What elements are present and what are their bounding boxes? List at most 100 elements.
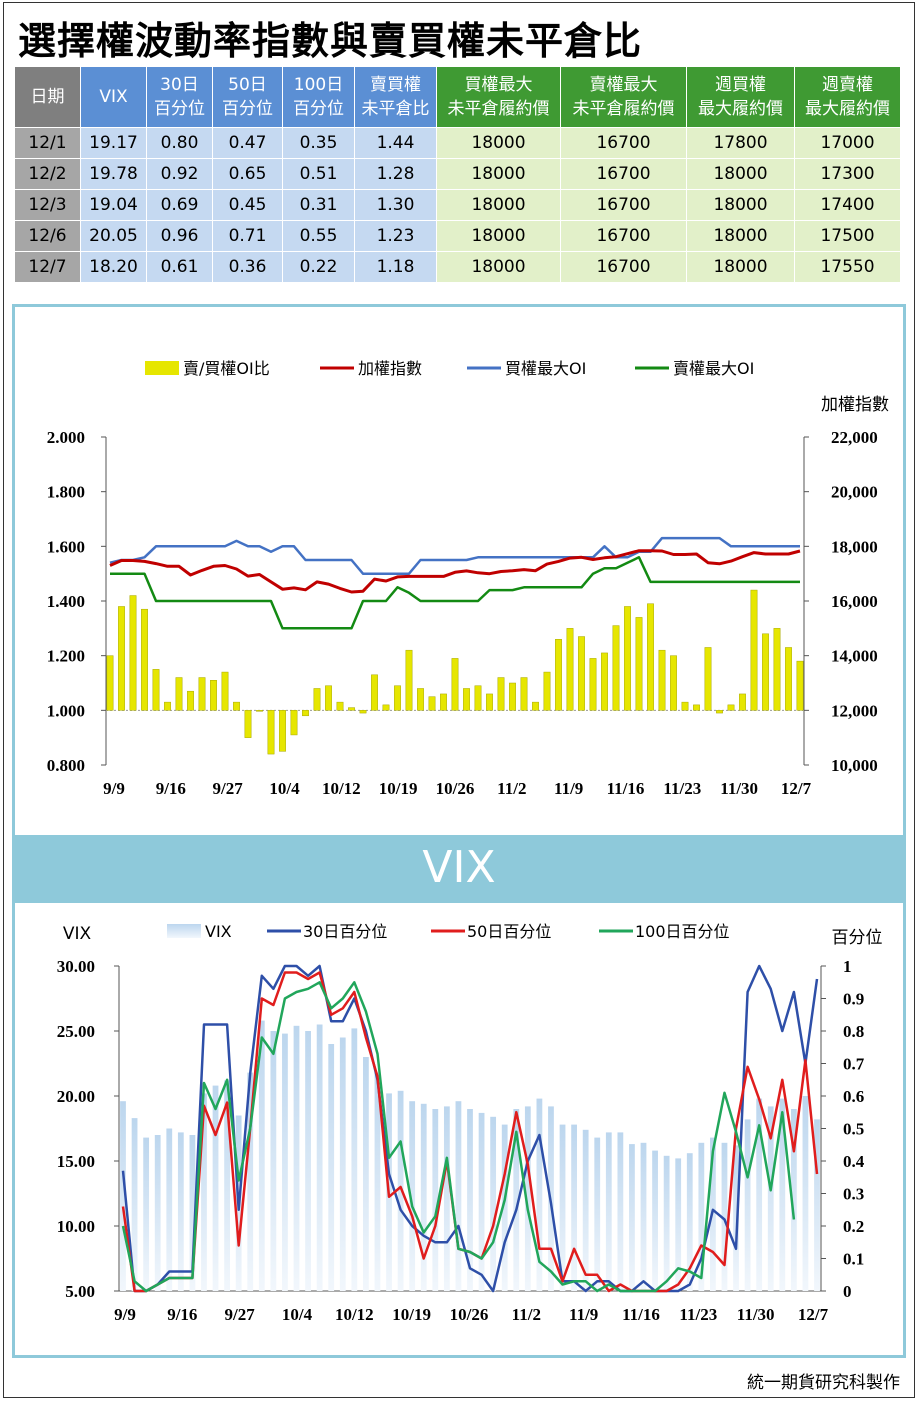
x-tick-label: 11/30 [737, 1305, 775, 1324]
left-tick-label: 1.000 [47, 701, 85, 720]
oi-ratio-bar [555, 639, 562, 711]
oi-ratio-bar [118, 606, 125, 711]
oi-ratio-bar [152, 669, 160, 711]
table-cell: 17300 [794, 158, 901, 190]
vix-bar [582, 1129, 589, 1291]
vix-bar [663, 1155, 670, 1291]
vix-bar [443, 1106, 450, 1291]
oi-ratio-bar [520, 677, 528, 711]
oi-ratio-bar [543, 671, 551, 711]
vix-bar [802, 1096, 809, 1291]
oi-ratio-bar [141, 608, 148, 711]
right-tick-label: 18,000 [831, 537, 878, 556]
table-cell: 12/6 [14, 220, 81, 252]
table-header-line: 最大履約價 [805, 99, 890, 119]
oi-ratio-chart: 賣/買權OI比 加權指數 買權最大OI 賣權最大OI加權指數2.0001.8001.6… [47, 359, 889, 798]
oi-ratio-bar [681, 701, 689, 711]
legend-swatch-vix [167, 924, 201, 938]
vix-bar [316, 1024, 323, 1291]
vix-bar [559, 1124, 566, 1291]
table-header-line: 賣買權 [370, 75, 421, 95]
x-tick-label: 10/19 [379, 779, 418, 798]
oi-ratio-bar [716, 710, 723, 714]
x-tick-label: 10/19 [392, 1305, 431, 1324]
oi-ratio-bar [348, 707, 355, 711]
outer-frame [3, 2, 915, 1398]
table-body: 12/1 19.17 0.80 0.47 0.35 1.44 18000 16700 17800… [14, 127, 901, 283]
vix-bar [779, 1098, 786, 1291]
table-cell: 0.80 [146, 127, 213, 159]
oi-ratio-bar [773, 628, 781, 711]
left-tick-label: 15.00 [57, 1152, 95, 1171]
left-tick-label: 1.800 [47, 483, 85, 502]
oi-ratio-bar [302, 710, 309, 717]
vix-bar [640, 1142, 647, 1291]
left-tick-label: 5.00 [65, 1282, 95, 1301]
table-header-line: 賣權最大 [589, 75, 658, 95]
oi-ratio-bar [428, 696, 436, 711]
table-cell: 19.17 [80, 127, 147, 159]
x-tick-label: 11/30 [720, 779, 758, 798]
table-row: 12/1 19.17 0.80 0.47 0.35 1.44 18000 16700 17800… [14, 127, 901, 159]
right-tick-label: 10,000 [831, 756, 878, 775]
oi-ratio-bar [313, 688, 321, 711]
oi-ratio-bar [750, 589, 758, 711]
x-tick-label: 10/12 [322, 779, 361, 798]
table-cell: 1.44 [354, 127, 437, 159]
table-header-line: 買權最大 [464, 75, 533, 95]
right-tick-label: 0 [843, 1282, 852, 1301]
vix-bar [409, 1101, 416, 1291]
oi-ratio-bar [566, 628, 574, 711]
table-cell: 16700 [560, 158, 687, 190]
oi-ratio-bar [647, 603, 654, 711]
table-header-line: 日期 [30, 87, 65, 107]
vix-chart: VIX 30日百分位 50日百分位 100日百分位 VIX 百分位 30.00 25.00 20… [57, 922, 883, 1324]
oi-ratio-bar [325, 685, 332, 711]
vix-bar [767, 1106, 774, 1291]
vix-bar [733, 1145, 739, 1291]
oi-ratio-bar [359, 710, 367, 714]
right-tick-label: 16,000 [831, 592, 878, 611]
right-tick-label: 0.8 [843, 1022, 864, 1041]
legend-label: 加權指數 [358, 359, 422, 378]
vix-bar [814, 1119, 820, 1291]
legend-label: 賣權最大OI [673, 359, 754, 378]
table-cell: 18.20 [80, 251, 147, 283]
vix-bar [698, 1142, 705, 1291]
vix-bar [675, 1158, 682, 1291]
table-row: 12/3 19.04 0.69 0.45 0.31 1.30 18000 16700 18000… [14, 189, 901, 221]
table-cell: 0.96 [146, 220, 213, 252]
table-cell: 16700 [560, 127, 687, 159]
x-tick-label: 11/9 [569, 1305, 598, 1324]
right-tick-label: 0.1 [843, 1250, 864, 1269]
vix-bar [420, 1103, 427, 1291]
table-cell: 18000 [436, 251, 561, 283]
right-tick-label: 12,000 [831, 701, 878, 720]
page-title: 選擇權波動率指數與賣買權未平倉比 [18, 19, 643, 63]
table-header-5: 賣買權 未平倉比 [354, 66, 437, 128]
table-cell: 0.36 [212, 251, 283, 283]
vix-bar [363, 1057, 369, 1291]
right-tick-label: 0.5 [843, 1120, 864, 1139]
table-cell: 1.30 [354, 189, 437, 221]
right-tick-label: 0.7 [843, 1055, 865, 1074]
oi-ratio-bar [394, 685, 401, 711]
vix-bar [177, 1132, 184, 1291]
legend-label: VIX [205, 922, 232, 941]
legend-label: 賣/買權OI比 [183, 359, 270, 378]
vix-bar [744, 1119, 751, 1291]
left-tick-label: 20.00 [57, 1087, 95, 1106]
oi-ratio-bar [451, 658, 459, 711]
table-header-3: 50日 百分位 [212, 66, 283, 128]
vix-banner: VIX [12, 838, 906, 900]
vix-banner-text: VIX [422, 842, 496, 893]
vix-bar [374, 1072, 381, 1291]
table-cell: 18000 [436, 220, 561, 252]
oi-ratio-bar [762, 633, 769, 711]
left-tick-label: 0.800 [47, 756, 85, 775]
vix-bar [432, 1109, 439, 1291]
x-tick-label: 9/9 [114, 1305, 136, 1324]
table-cell: 20.05 [80, 220, 147, 252]
oi-ratio-bar [497, 677, 505, 711]
vix-bar [143, 1137, 150, 1291]
